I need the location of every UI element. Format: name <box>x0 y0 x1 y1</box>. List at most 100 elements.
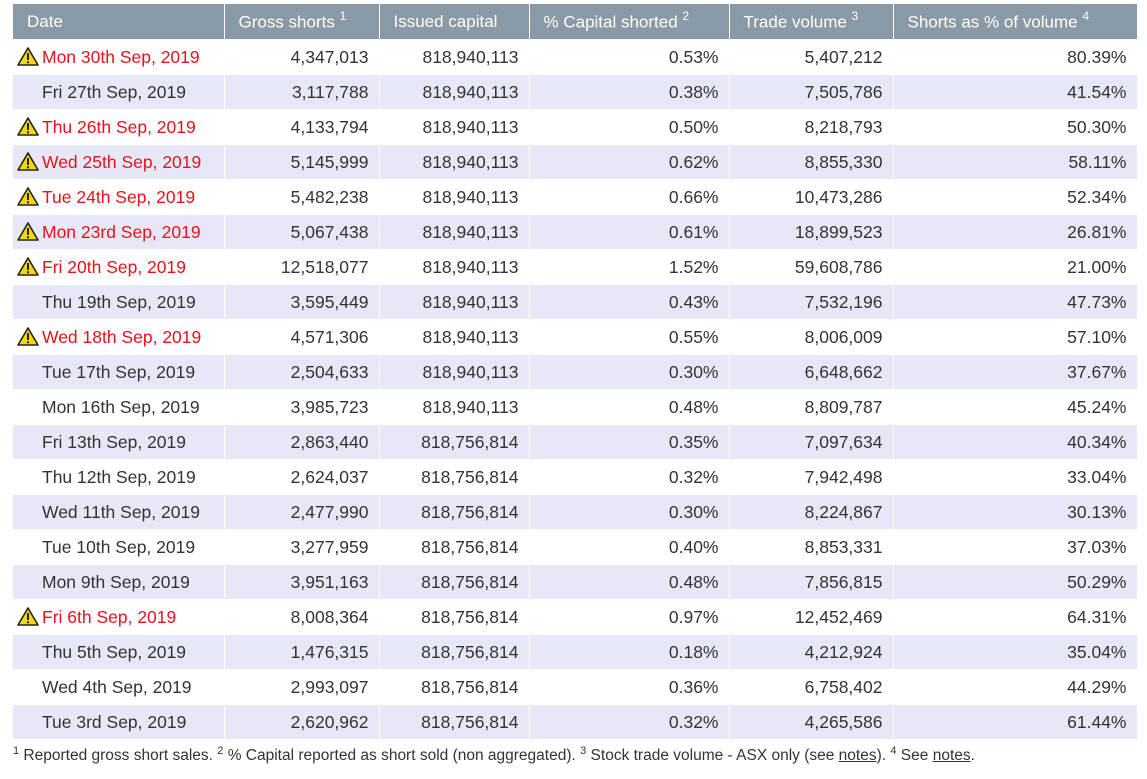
warning-triangle-icon <box>17 606 39 626</box>
date-cell: Wed 11th Sep, 2019 <box>13 494 225 530</box>
date-cell: Thu 19th Sep, 2019 <box>13 284 225 320</box>
issued-capital-cell: 818,756,814 <box>379 669 530 705</box>
table-row: Fri 13th Sep, 2019 2,863,440 818,756,814 0.… <box>13 424 1138 460</box>
shorts-pct-volume-cell: 30.13% <box>893 494 1138 530</box>
trade-volume-cell: 8,218,793 <box>729 109 894 145</box>
date-cell: Fri 13th Sep, 2019 <box>13 424 225 460</box>
pct-capital-cell: 0.53% <box>529 39 730 75</box>
issued-capital-cell: 818,756,814 <box>379 494 530 530</box>
shorts-pct-volume-cell: 35.04% <box>893 634 1138 670</box>
table-row: Fri 6th Sep, 2019 8,008,364 818,756,814 0.9… <box>13 599 1138 635</box>
header-gross-shorts-label: Gross shorts <box>238 12 335 32</box>
notes-link[interactable]: notes <box>838 747 877 765</box>
gross-shorts-cell: 2,504,633 <box>224 354 380 390</box>
gross-shorts-cell: 2,993,097 <box>224 669 380 705</box>
trade-volume-cell: 8,855,330 <box>729 144 894 180</box>
date-cell: Fri 27th Sep, 2019 <box>13 74 225 110</box>
date-text: Wed 4th Sep, 2019 <box>42 676 192 697</box>
footnote-number: 3 <box>580 745 587 757</box>
warning-triangle-icon <box>17 46 39 66</box>
header-trade-volume[interactable]: Trade volume 3 <box>729 4 894 40</box>
date-text: Thu 19th Sep, 2019 <box>42 291 196 312</box>
footnote-text: Reported gross short sales. <box>19 747 218 765</box>
trade-volume-cell: 4,212,924 <box>729 634 894 670</box>
shorts-pct-volume-cell: 37.03% <box>893 529 1138 565</box>
trade-volume-cell: 6,648,662 <box>729 354 894 390</box>
date-cell: Thu 26th Sep, 2019 <box>13 109 225 145</box>
issued-capital-cell: 818,940,113 <box>379 214 530 250</box>
date-cell: Fri 20th Sep, 2019 <box>13 249 225 285</box>
shorts-pct-volume-cell: 50.29% <box>893 564 1138 600</box>
trade-volume-cell: 7,532,196 <box>729 284 894 320</box>
issued-capital-cell: 818,756,814 <box>379 529 530 565</box>
pct-capital-cell: 0.55% <box>529 319 730 355</box>
table-row: Thu 19th Sep, 2019 3,595,449 818,940,113 0.… <box>13 284 1138 320</box>
date-cell: Mon 9th Sep, 2019 <box>13 564 225 600</box>
shorts-pct-volume-cell: 50.30% <box>893 109 1138 145</box>
issued-capital-cell: 818,940,113 <box>379 319 530 355</box>
pct-capital-cell: 0.50% <box>529 109 730 145</box>
table-body: Mon 30th Sep, 2019 4,347,013 818,940,113 0.… <box>13 39 1138 740</box>
gross-shorts-cell: 12,518,077 <box>224 249 380 285</box>
pct-capital-cell: 0.32% <box>529 459 730 495</box>
header-pct-capital-label: % Capital shorted <box>543 12 678 32</box>
trade-volume-cell: 8,006,009 <box>729 319 894 355</box>
footnote-number: 2 <box>217 745 224 757</box>
shorts-pct-volume-cell: 21.00% <box>893 249 1138 285</box>
date-text: Mon 23rd Sep, 2019 <box>42 221 201 242</box>
table-row: Wed 18th Sep, 2019 4,571,306 818,940,113 0.… <box>13 319 1138 355</box>
shorts-pct-volume-cell: 26.81% <box>893 214 1138 250</box>
footnote-ref: 2 <box>682 9 690 24</box>
pct-capital-cell: 0.62% <box>529 144 730 180</box>
table-row: Wed 25th Sep, 2019 5,145,999 818,940,113 0.… <box>13 144 1138 180</box>
issued-capital-cell: 818,940,113 <box>379 39 530 75</box>
date-text: Mon 9th Sep, 2019 <box>42 571 190 592</box>
gross-shorts-cell: 4,571,306 <box>224 319 380 355</box>
table-row: Tue 17th Sep, 2019 2,504,633 818,940,113 0.… <box>13 354 1138 390</box>
issued-capital-cell: 818,940,113 <box>379 249 530 285</box>
issued-capital-cell: 818,756,814 <box>379 459 530 495</box>
pct-capital-cell: 0.32% <box>529 704 730 740</box>
gross-shorts-cell: 2,863,440 <box>224 424 380 460</box>
date-cell: Mon 30th Sep, 2019 <box>13 39 225 75</box>
table-row: Tue 3rd Sep, 2019 2,620,962 818,756,814 0.3… <box>13 704 1138 740</box>
pct-capital-cell: 0.66% <box>529 179 730 215</box>
shorts-pct-volume-cell: 40.34% <box>893 424 1138 460</box>
date-cell: Wed 18th Sep, 2019 <box>13 319 225 355</box>
table-row: Tue 10th Sep, 2019 3,277,959 818,756,814 0.… <box>13 529 1138 565</box>
trade-volume-cell: 12,452,469 <box>729 599 894 635</box>
date-cell: Tue 10th Sep, 2019 <box>13 529 225 565</box>
trade-volume-cell: 6,758,402 <box>729 669 894 705</box>
gross-shorts-cell: 2,620,962 <box>224 704 380 740</box>
date-cell: Tue 24th Sep, 2019 <box>13 179 225 215</box>
pct-capital-cell: 1.52% <box>529 249 730 285</box>
date-cell: Wed 25th Sep, 2019 <box>13 144 225 180</box>
gross-shorts-cell: 1,476,315 <box>224 634 380 670</box>
issued-capital-cell: 818,756,814 <box>379 599 530 635</box>
gross-shorts-cell: 5,067,438 <box>224 214 380 250</box>
gross-shorts-cell: 3,277,959 <box>224 529 380 565</box>
date-text: Fri 27th Sep, 2019 <box>42 81 186 102</box>
gross-shorts-cell: 2,477,990 <box>224 494 380 530</box>
header-gross-shorts[interactable]: Gross shorts 1 <box>224 4 380 40</box>
pct-capital-cell: 0.30% <box>529 354 730 390</box>
header-issued-capital-label: Issued capital <box>393 11 498 31</box>
gross-shorts-cell: 3,951,163 <box>224 564 380 600</box>
pct-capital-cell: 0.97% <box>529 599 730 635</box>
header-date[interactable]: Date <box>13 4 225 40</box>
header-pct-capital-shorted[interactable]: % Capital shorted 2 <box>529 4 730 40</box>
notes-link[interactable]: notes <box>932 747 971 765</box>
date-cell: Tue 17th Sep, 2019 <box>13 354 225 390</box>
table-row: Fri 27th Sep, 2019 3,117,788 818,940,113 0.… <box>13 74 1138 110</box>
gross-shorts-cell: 4,133,794 <box>224 109 380 145</box>
header-shorts-pct-volume[interactable]: Shorts as % of volume 4 <box>893 4 1138 40</box>
gross-shorts-cell: 2,624,037 <box>224 459 380 495</box>
issued-capital-cell: 818,940,113 <box>379 179 530 215</box>
header-trade-volume-label: Trade volume <box>743 12 847 32</box>
trade-volume-cell: 59,608,786 <box>729 249 894 285</box>
date-cell: Wed 4th Sep, 2019 <box>13 669 225 705</box>
footnote-ref: 4 <box>1082 9 1089 24</box>
date-text: Thu 26th Sep, 2019 <box>42 116 196 137</box>
header-issued-capital[interactable]: Issued capital <box>379 4 530 40</box>
date-text: Fri 6th Sep, 2019 <box>42 606 177 627</box>
